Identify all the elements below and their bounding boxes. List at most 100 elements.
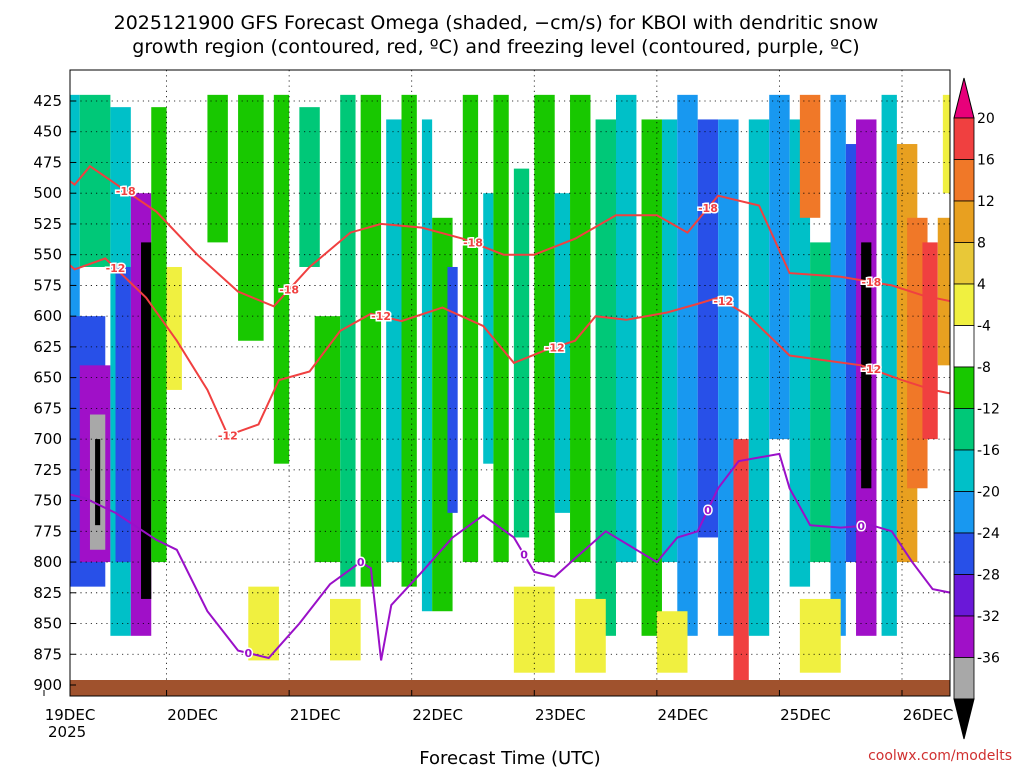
- colorbar-label: -32: [977, 609, 1000, 625]
- contour-freezing-level-0C: [70, 452, 950, 661]
- colorbar-label: -24: [977, 526, 1000, 542]
- omega-shade-band: [661, 119, 678, 563]
- omega-shade-band: [166, 266, 182, 390]
- contour-label: 0: [857, 520, 865, 533]
- plot-frame: [69, 69, 951, 697]
- omega-shade-band: [70, 94, 80, 267]
- credit-text: coolwx.com/modelts: [868, 748, 1012, 764]
- y-tick-label: 850: [33, 615, 62, 633]
- y-tick-label: 525: [33, 215, 62, 233]
- contour-dgz-bottom-minus12: [70, 257, 950, 437]
- colorbar-swatch: [953, 117, 975, 160]
- omega-shade-band: [432, 217, 453, 612]
- plot-area: -18 -18 -18 -18 -18 -12 -12 -12 -12 -12 -12 0 0 0 0 0: [70, 70, 950, 696]
- contour-label: -12: [106, 262, 126, 275]
- y-tick-label: 675: [33, 399, 62, 417]
- temperature-contours: -18 -18 -18 -18 -18 -12 -12 -12 -12 -12 -12 0 0 0 0 0: [70, 164, 950, 662]
- omega-shade-band: [299, 107, 320, 267]
- omega-shade-band: [141, 242, 152, 599]
- colorbar-swatch: [953, 449, 975, 492]
- colorbar-swatch: [953, 242, 975, 285]
- y-tick-label: 700: [33, 430, 62, 448]
- omega-shade-band: [570, 94, 591, 563]
- omega-shade-band: [483, 193, 494, 464]
- omega-shade-band: [810, 242, 831, 563]
- contour-label: -18: [463, 237, 483, 250]
- y-tick-label: 750: [33, 492, 62, 510]
- terrain-strip: [70, 680, 950, 696]
- contour-label: -12: [371, 310, 391, 323]
- omega-shade-band: [340, 94, 356, 587]
- colorbar-label: 16: [977, 153, 995, 169]
- x-tick-label: 23DEC: [535, 706, 586, 724]
- omega-shade-band: [447, 266, 458, 513]
- omega-shade-band: [769, 94, 790, 440]
- omega-shade-band: [830, 94, 846, 636]
- colorbar-label: 20: [977, 111, 995, 127]
- colorbar-swatch: [953, 491, 975, 534]
- omega-shade-band: [942, 94, 950, 194]
- y-tick-label: 625: [33, 338, 62, 356]
- y-tick-label: 650: [33, 369, 62, 387]
- contour-label: -18: [698, 202, 718, 215]
- y-tick-label: 825: [33, 584, 62, 602]
- y-tick-label: 725: [33, 461, 62, 479]
- colorbar-label: 12: [977, 194, 995, 210]
- y-tick-label: 550: [33, 246, 62, 264]
- omega-shade-band: [115, 266, 131, 563]
- omega-shade-band: [401, 94, 417, 587]
- contour-dgz-top-minus18: [70, 164, 950, 308]
- x-tick-label: 19DEC: [45, 706, 96, 724]
- colorbar-top-arrow: [953, 77, 975, 119]
- omega-shade-band: [95, 439, 101, 526]
- omega-shade-band: [462, 94, 479, 563]
- omega-shade-band: [151, 107, 167, 563]
- colorbar-swatch: [953, 657, 975, 700]
- x-tick-label: 25DEC: [780, 706, 831, 724]
- chart-title-line-1: 2025121900 GFS Forecast Omega (shaded, −…: [114, 12, 879, 34]
- omega-shade-band: [513, 586, 555, 673]
- x-axis: 19DEC 20DEC 21DEC 22DEC 23DEC 24DEC 25DEC 26DEC: [43, 690, 954, 724]
- colorbar-label: -12: [977, 402, 1000, 418]
- y-tick-label: 900: [33, 676, 62, 694]
- omega-shade-band: [922, 242, 938, 440]
- colorbar-label: -36: [977, 651, 1000, 667]
- y-tick-label: 775: [33, 522, 62, 540]
- omega-shade-band: [330, 598, 361, 661]
- x-tick-label: 26DEC: [903, 706, 954, 724]
- colorbar-label: -28: [977, 568, 1000, 584]
- contour-label: 0: [520, 549, 528, 562]
- x-axis-year: 2025: [48, 723, 86, 741]
- colorbar-label: 8: [977, 236, 986, 252]
- contour-label: -12: [218, 429, 238, 442]
- x-tick-label: 22DEC: [412, 706, 463, 724]
- omega-shade-band: [677, 94, 698, 636]
- omega-shade-band: [656, 611, 688, 673]
- colorbar-bottom-arrow: [953, 698, 975, 740]
- colorbar-swatch: [953, 615, 975, 658]
- colorbar-label: -20: [977, 485, 1000, 501]
- contour-label: 0: [704, 504, 712, 517]
- contour-label: -12: [861, 363, 881, 376]
- omega-shade-band: [748, 119, 770, 636]
- omega-shade-band: [554, 193, 571, 513]
- y-tick-label: 475: [33, 153, 62, 171]
- colorbar-label: -16: [977, 443, 1000, 459]
- y-tick-label: 500: [33, 184, 62, 202]
- y-tick-label: 450: [33, 123, 62, 141]
- chart-title-line-2: growth region (contoured, red, ºC) and f…: [132, 36, 859, 58]
- y-axis: 425 450 475 500 525 550 575 600 625 650 675 700 725 7…: [33, 92, 76, 694]
- colorbar-label: 4: [977, 277, 986, 293]
- omega-shade-band: [273, 94, 290, 464]
- colorbar-swatch: [953, 325, 975, 368]
- contour-label: -18: [116, 185, 136, 198]
- contour-label: -18: [861, 276, 881, 289]
- omega-shade-band: [697, 119, 719, 538]
- omega-shade-band: [79, 94, 111, 267]
- contour-label: 0: [244, 647, 252, 660]
- omega-shade-band: [799, 94, 821, 218]
- colorbar-swatch: [953, 366, 975, 409]
- colorbar-swatch: [953, 200, 975, 243]
- omega-shade-band: [513, 168, 530, 538]
